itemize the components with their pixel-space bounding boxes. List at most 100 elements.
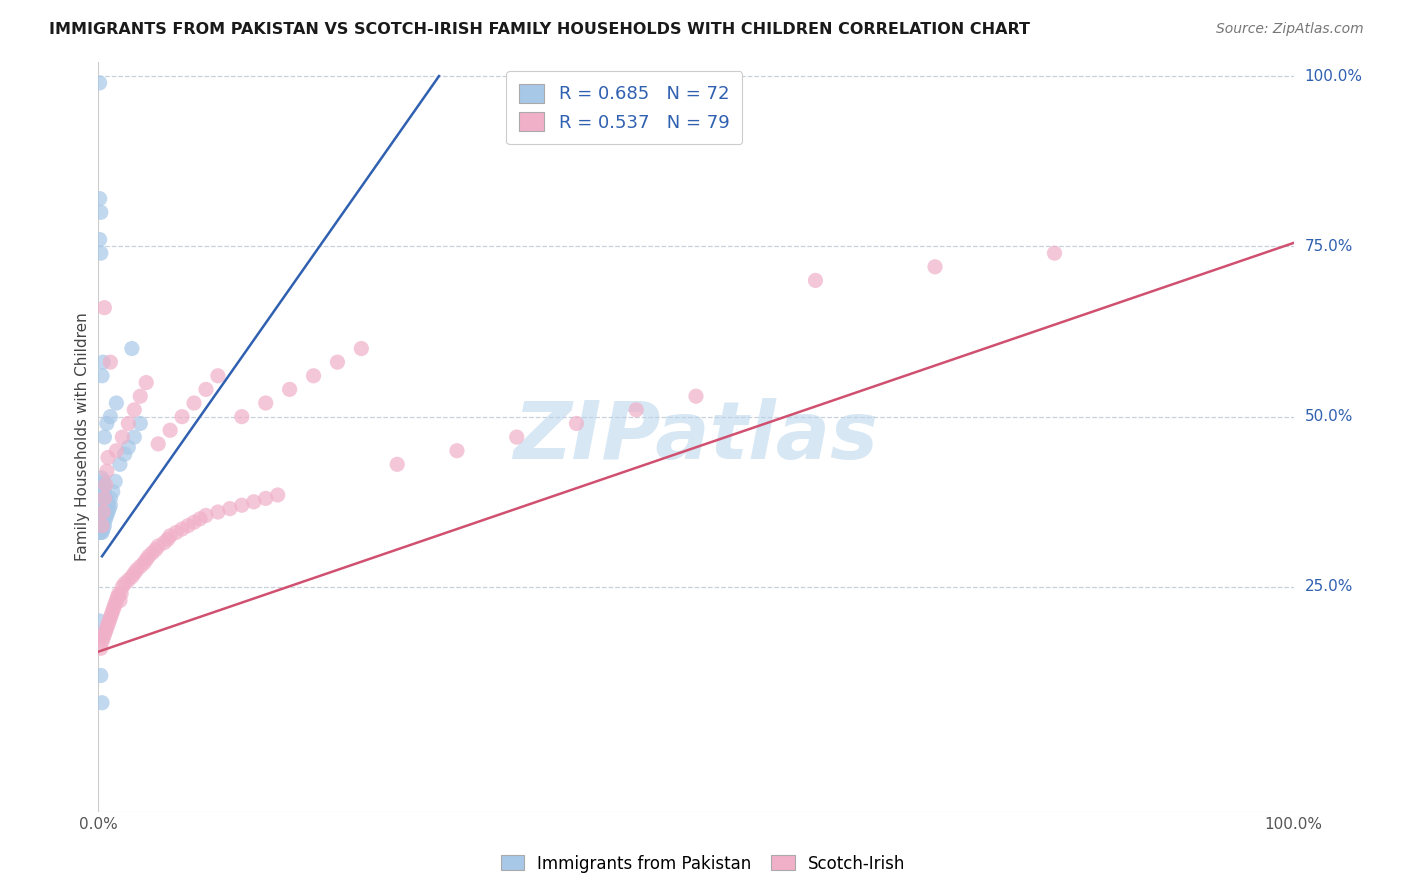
Point [90,505,112,519]
Point [91,368,114,383]
Point [91,477,114,491]
Point [98,610,122,624]
Point [506,83,529,97]
Point [804,273,827,287]
Point [93,512,115,526]
Point [94,498,117,512]
Point [108,593,131,607]
Point [90,641,112,656]
Point [1043,246,1066,260]
Point [100,607,122,622]
Point [91,631,114,645]
Point [93,505,115,519]
Point [124,402,146,417]
Point [89,76,111,90]
Point [98,355,122,369]
Point [91,525,114,540]
Text: ZIPatlas: ZIPatlas [513,398,879,476]
Point [91,475,114,489]
Point [148,539,170,553]
Point [94,624,117,639]
Point [110,587,132,601]
Point [195,383,218,397]
Point [96,508,118,523]
Point [117,573,139,587]
Point [129,389,152,403]
Point [96,621,118,635]
Point [96,417,118,431]
Point [98,498,122,512]
Point [94,491,117,506]
Point [254,491,277,506]
Point [117,440,139,454]
Point [93,477,115,491]
Point [506,430,529,444]
Point [94,477,117,491]
Point [231,498,253,512]
Point [159,423,181,437]
Legend: R = 0.685   N = 72, R = 0.537   N = 79: R = 0.685 N = 72, R = 0.537 N = 79 [506,71,742,145]
Point [90,518,112,533]
Point [98,501,121,516]
Point [91,508,114,523]
Point [302,368,325,383]
Point [96,464,118,478]
Point [96,501,118,516]
Point [124,566,146,581]
Point [91,515,114,529]
Point [97,505,120,519]
Point [195,508,218,523]
Legend: Immigrants from Pakistan, Scotch-Irish: Immigrants from Pakistan, Scotch-Irish [494,848,912,880]
Point [91,512,114,526]
Point [165,525,187,540]
Point [207,505,229,519]
Point [114,576,136,591]
Point [90,484,112,499]
Point [98,409,122,424]
Point [91,481,114,495]
Point [93,498,115,512]
Point [91,484,114,499]
Point [97,498,120,512]
Text: 75.0%: 75.0% [1305,239,1353,254]
Point [111,430,134,444]
Point [177,518,200,533]
Point [111,580,134,594]
Point [98,614,121,628]
Point [254,396,277,410]
Point [89,495,111,509]
Point [385,458,409,472]
Point [117,417,139,431]
Point [89,233,111,247]
Point [183,396,205,410]
Point [91,488,114,502]
Text: IMMIGRANTS FROM PAKISTAN VS SCOTCH-IRISH FAMILY HOUSEHOLDS WITH CHILDREN CORRELA: IMMIGRANTS FROM PAKISTAN VS SCOTCH-IRISH… [49,22,1031,37]
Point [107,590,129,604]
Point [91,634,114,648]
Point [207,368,229,383]
Point [105,443,128,458]
Point [93,491,115,506]
Point [97,617,120,632]
Point [90,668,112,682]
Point [172,409,194,424]
Point [91,498,114,512]
Point [89,525,111,540]
Point [446,443,468,458]
Point [91,471,114,485]
Point [93,627,115,641]
Point [121,570,143,584]
Point [90,491,112,506]
Point [565,417,588,431]
Point [148,437,170,451]
Point [138,549,160,564]
Point [93,301,115,315]
Point [231,409,253,424]
Point [98,491,122,506]
Point [124,430,146,444]
Point [243,495,266,509]
Point [172,522,194,536]
Point [267,488,290,502]
Point [93,430,115,444]
Point [89,508,111,523]
